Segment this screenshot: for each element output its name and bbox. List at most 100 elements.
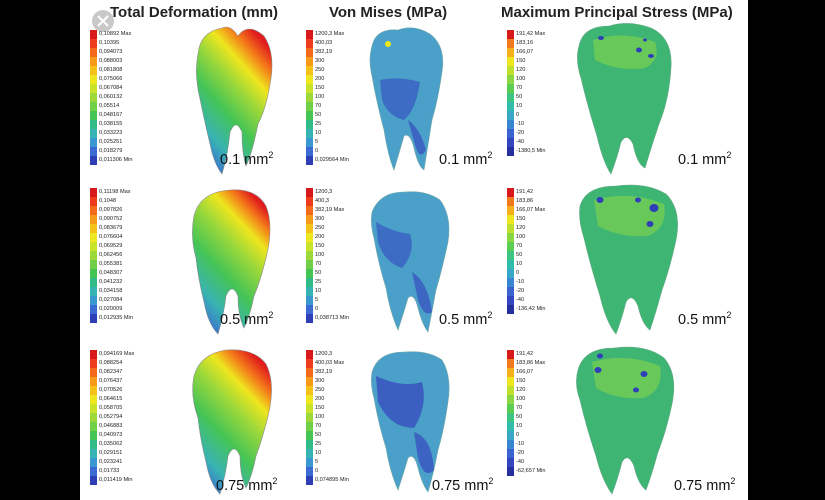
- legend-label: 382,19: [315, 369, 333, 375]
- legend-entry: 0,090752: [90, 215, 122, 224]
- legend-swatch: [306, 305, 313, 314]
- legend-swatch: [306, 93, 313, 102]
- legend-swatch: [507, 48, 514, 57]
- close-icon[interactable]: [92, 10, 114, 32]
- legend-swatch: [90, 431, 97, 440]
- legend-label: 0,070526: [99, 387, 123, 393]
- legend-swatch: [507, 215, 514, 224]
- legend-swatch: [306, 188, 313, 197]
- legend-entry: 0,076437: [90, 377, 122, 386]
- legend-entry: 70: [306, 260, 321, 269]
- legend-entry: 0,1048: [90, 197, 116, 206]
- legend-swatch: [306, 66, 313, 75]
- legend-label: 191,42 Max: [516, 31, 546, 37]
- legend-entry: 150: [306, 84, 324, 93]
- legend-entry: 300: [306, 215, 324, 224]
- legend-entry: 166,07: [507, 368, 533, 377]
- legend-swatch: [507, 233, 514, 242]
- legend-entry: 0,067084: [90, 84, 122, 93]
- legend-label: 1200,3: [315, 189, 333, 195]
- legend-entry: 0,038155: [90, 120, 122, 129]
- legend-swatch: [306, 296, 313, 305]
- legend-label: -10: [516, 121, 525, 127]
- legend-label: 150: [315, 243, 325, 249]
- legend-swatch: [306, 422, 313, 431]
- legend-entry: -1380,5 Min: [507, 147, 546, 156]
- legend-label: 70: [516, 85, 523, 91]
- legend-label: 0,094169 Max: [99, 351, 135, 357]
- legend-swatch: [507, 224, 514, 233]
- legend-label: 150: [315, 85, 325, 91]
- legend-label: 0: [315, 148, 319, 154]
- area-label-deformation-2: 0.5 mm2: [220, 310, 274, 328]
- legend-swatch: [90, 422, 97, 431]
- legend-swatch: [507, 111, 514, 120]
- legend-label: 0,038713 Min: [315, 315, 349, 321]
- legend-label: 5: [315, 297, 319, 303]
- legend-entry: 0: [507, 269, 519, 278]
- legend-swatch: [90, 147, 97, 156]
- legend-entry: 150: [306, 404, 324, 413]
- legend-swatch: [90, 269, 97, 278]
- legend-swatch: [90, 111, 97, 120]
- legend-label: 0,029564 Min: [315, 157, 349, 163]
- legend-entry: 0,062456: [90, 251, 122, 260]
- legend-label: 0,088254: [99, 360, 123, 366]
- legend-swatch: [90, 377, 97, 386]
- legend-entry: 0,027084: [90, 296, 122, 305]
- legend-entry: -40: [507, 458, 524, 467]
- legend-swatch: [306, 102, 313, 111]
- legend-entry: 70: [507, 404, 522, 413]
- legend-label: 0,062456: [99, 252, 123, 258]
- legend-entry: 100: [507, 395, 525, 404]
- legend-swatch: [90, 48, 97, 57]
- legend-swatch: [507, 147, 514, 156]
- legend-entry: 0,064615: [90, 395, 122, 404]
- legend-swatch: [90, 368, 97, 377]
- legend-label: -136,42 Min: [516, 306, 546, 312]
- legend-label: 10: [516, 103, 523, 109]
- legend-swatch: [90, 57, 97, 66]
- legend-swatch: [507, 197, 514, 206]
- legend-entry: 10: [306, 449, 321, 458]
- legend-label: 382,19 Max: [315, 207, 345, 213]
- legend-label: 150: [315, 405, 325, 411]
- legend-label: 0,041232: [99, 279, 123, 285]
- legend-entry: -10: [507, 278, 524, 287]
- legend-entry: 382,19 Max: [306, 206, 344, 215]
- legend-entry: 0,052794: [90, 413, 122, 422]
- tooth-deformation-2: [192, 189, 271, 335]
- legend-label: 5: [315, 139, 319, 145]
- legend-swatch: [507, 278, 514, 287]
- legend-label: 400,03 Max: [315, 360, 345, 366]
- legend-swatch: [90, 206, 97, 215]
- legend-swatch: [306, 251, 313, 260]
- legend-swatch: [90, 296, 97, 305]
- legend-label: 0: [516, 112, 520, 118]
- legend-swatch: [90, 287, 97, 296]
- legend-label: 0,1048: [99, 198, 117, 204]
- legend-label: -1380,5 Min: [516, 148, 546, 154]
- tooth-principal-2: [579, 184, 678, 335]
- legend-label: 400,03: [315, 40, 333, 46]
- legend-entry: 0: [306, 147, 318, 156]
- legend-swatch: [90, 233, 97, 242]
- legend-swatch: [90, 120, 97, 129]
- legend-label: 100: [516, 234, 526, 240]
- legend-label: 150: [516, 216, 526, 222]
- legend-swatch: [90, 129, 97, 138]
- legend-entry: 50: [507, 93, 522, 102]
- legend-entry: 25: [306, 278, 321, 287]
- legend-entry: -62,657 Min: [507, 467, 546, 476]
- legend-swatch: [90, 66, 97, 75]
- legend-swatch: [306, 233, 313, 242]
- legend-label: 70: [315, 261, 322, 267]
- legend-swatch: [306, 39, 313, 48]
- legend-label: 50: [315, 112, 322, 118]
- legend-swatch: [306, 467, 313, 476]
- legend-label: 10: [315, 450, 322, 456]
- legend-swatch: [90, 138, 97, 147]
- area-label-principal-1: 0.1 mm2: [678, 150, 732, 168]
- legend-swatch: [90, 404, 97, 413]
- legend-entry: 5: [306, 458, 318, 467]
